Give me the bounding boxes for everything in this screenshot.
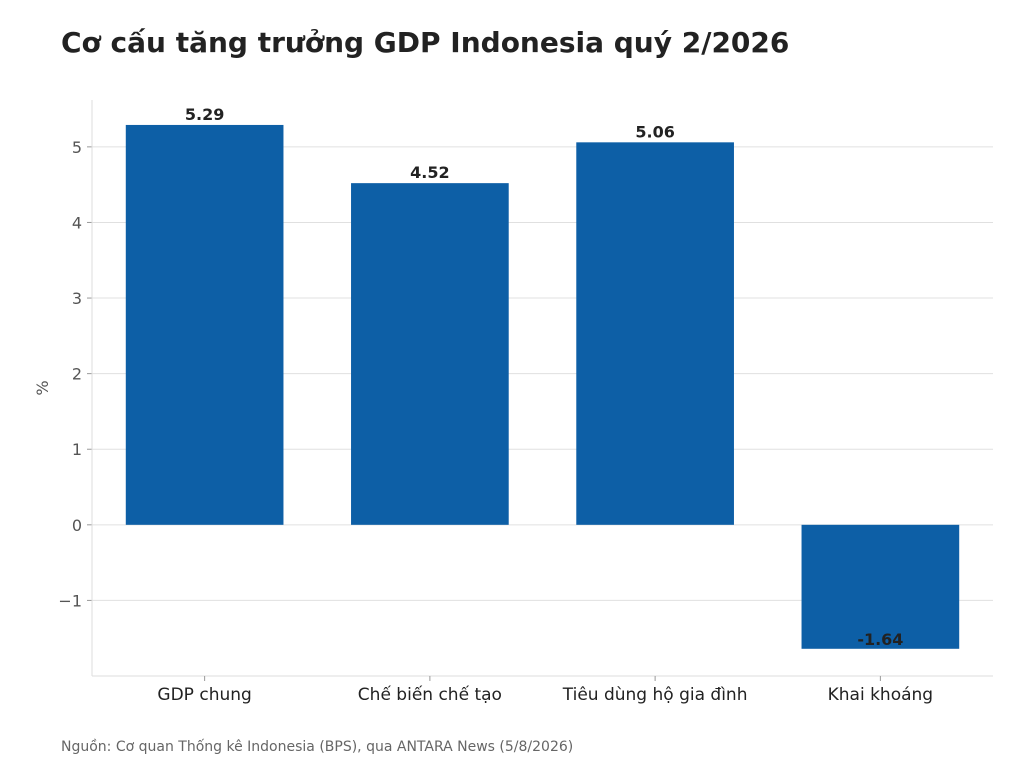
source-note: Nguồn: Cơ quan Thống kê Indonesia (BPS),… — [61, 739, 574, 755]
bars — [125, 124, 960, 649]
bar — [576, 142, 734, 525]
x-tick-label: GDP chung — [157, 685, 251, 705]
bar — [351, 183, 509, 525]
y-tick-label: 5 — [72, 138, 82, 157]
y-tick-label: 2 — [72, 365, 82, 384]
data-label: 4.52 — [410, 163, 449, 182]
chart-title: Cơ cấu tăng trưởng GDP Indonesia quý 2/2… — [61, 26, 790, 59]
x-tick-label: Chế biến chế tạo — [358, 684, 502, 705]
y-tick-label: 0 — [72, 516, 82, 535]
y-tick-label: −1 — [58, 591, 82, 610]
axes — [87, 100, 993, 681]
y-tick-label: 3 — [72, 289, 82, 308]
labels: −1 0 1 2 3 4 5 GDP chung 5.29 Chế biến chế tạo 4.5… — [58, 105, 933, 705]
y-tick-label: 4 — [72, 213, 82, 232]
data-label: 5.06 — [635, 122, 674, 141]
data-label: 5.29 — [185, 105, 224, 124]
y-tick-label: 1 — [72, 440, 82, 459]
bar — [125, 124, 284, 525]
x-tick-label: Khai khoáng — [828, 685, 933, 705]
bar — [801, 524, 960, 649]
data-label: -1.64 — [857, 630, 903, 649]
x-tick-label: Tiêu dùng hộ gia đình — [562, 685, 748, 705]
y-axis-label: % — [33, 380, 52, 395]
